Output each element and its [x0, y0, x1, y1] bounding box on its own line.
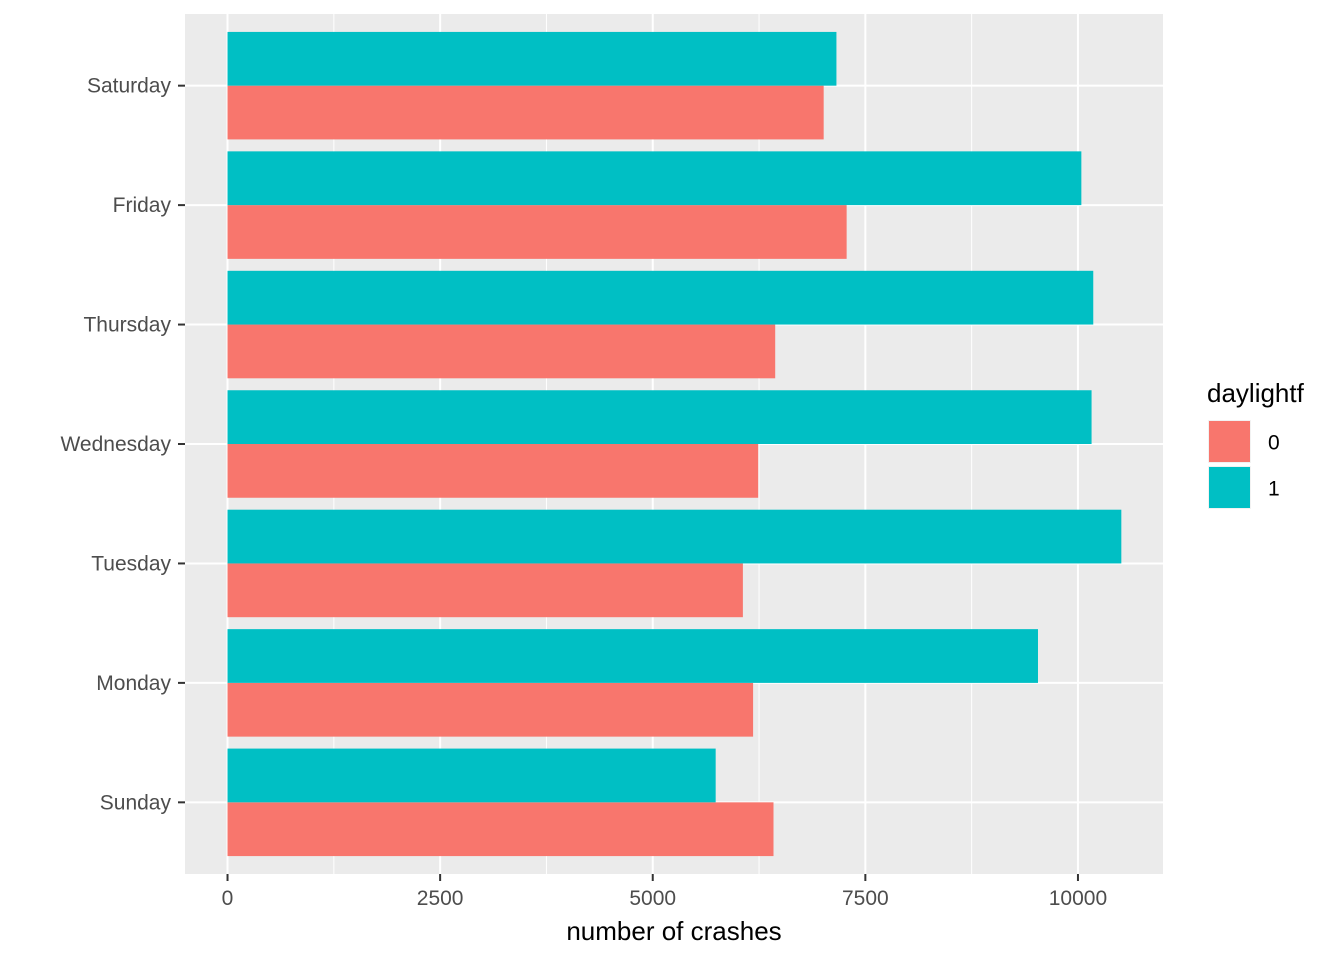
- y-tick-label: Wednesday: [60, 433, 171, 456]
- x-tick-label: 7500: [842, 887, 889, 910]
- y-tick-label: Monday: [96, 672, 171, 695]
- bar-tuesday-daylight-0: [227, 563, 743, 618]
- axes: Sunday Monday Tuesday Wednesday Thursday Frid…: [60, 75, 1107, 910]
- y-tick-label: Saturday: [87, 75, 172, 98]
- legend-swatch-1: [1209, 467, 1250, 508]
- bar-thursday-daylight-1: [227, 270, 1094, 325]
- legend-title: daylightf: [1207, 378, 1305, 408]
- bar-monday-daylight-1: [227, 629, 1038, 683]
- bar-monday-daylight-0: [227, 682, 754, 737]
- bar-saturday-daylight-1: [227, 31, 837, 86]
- legend-label-0: 0: [1268, 432, 1280, 455]
- legend-swatch-0: [1209, 421, 1250, 462]
- y-tick-label: Sunday: [100, 791, 172, 814]
- bars: [227, 31, 1122, 857]
- bar-thursday-daylight-0: [227, 324, 776, 379]
- x-tick-label: 0: [222, 887, 234, 910]
- legend-label-1: 1: [1268, 478, 1280, 501]
- x-tick-label: 5000: [629, 887, 676, 910]
- x-tick-label: 10000: [1049, 887, 1107, 910]
- bar-sunday-daylight-1: [227, 748, 716, 803]
- bar-saturday-daylight-0: [227, 85, 824, 140]
- y-tick-label: Thursday: [83, 314, 171, 337]
- y-tick-label: Tuesday: [91, 552, 171, 575]
- x-axis-title: number of crashes: [566, 916, 781, 946]
- bar-sunday-daylight-0: [227, 802, 774, 857]
- legend: daylightf 0 1: [1207, 378, 1305, 509]
- bar-wednesday-daylight-1: [227, 390, 1092, 444]
- y-tick-label: Friday: [113, 194, 172, 217]
- bar-wednesday-daylight-0: [227, 444, 759, 498]
- bar-tuesday-daylight-1: [227, 509, 1122, 564]
- bar-friday-daylight-0: [227, 205, 847, 259]
- x-tick-label: 2500: [417, 887, 464, 910]
- bar-friday-daylight-1: [227, 151, 1082, 206]
